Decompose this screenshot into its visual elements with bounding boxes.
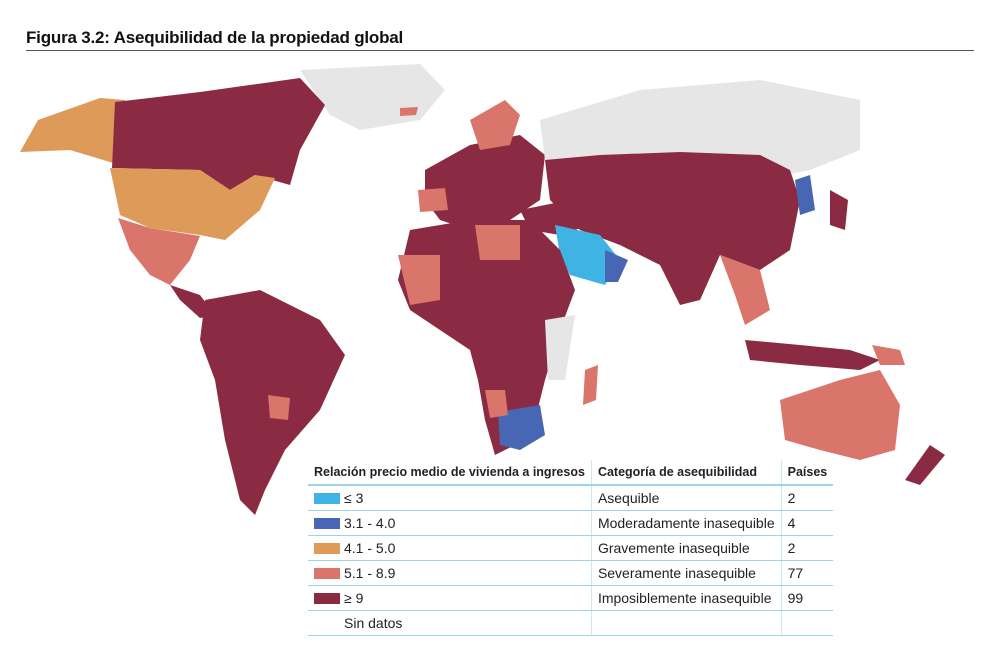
legend-row: 3.1 - 4.0 Moderadamente inasequible 4: [308, 510, 834, 536]
legend-row: ≥ 9 Imposiblemente inasequible 99: [308, 585, 834, 611]
legend-range-cell: 3.1 - 4.0: [308, 510, 592, 536]
legend-range: 4.1 - 5.0: [344, 540, 396, 556]
legend-category: Imposiblemente inasequible: [590, 585, 782, 611]
region-iceland: [400, 107, 418, 116]
region-alaska: [20, 98, 125, 165]
legend-range-cell: ≤ 3: [308, 485, 592, 511]
legend-range-cell: 4.1 - 5.0: [308, 535, 592, 561]
region-south-africa: [498, 405, 545, 450]
legend-range-cell: ≥ 9: [308, 585, 592, 611]
region-paraguay: [268, 395, 290, 420]
region-indonesia: [745, 340, 880, 370]
region-japan: [830, 190, 848, 230]
legend-range-cell: 5.1 - 8.9: [308, 560, 592, 586]
region-usa: [110, 168, 275, 240]
legend-category: Moderadamente inasequible: [590, 510, 782, 536]
legend-header-category: Categoría de asequibilidad: [590, 460, 782, 486]
region-australia: [780, 370, 900, 460]
legend-range: ≥ 9: [344, 590, 364, 606]
region-oman: [605, 250, 628, 282]
legend-category: Severamente inasequible: [590, 560, 782, 586]
legend-row: 5.1 - 8.9 Severamente inasequible 77: [308, 560, 834, 586]
region-east-africa: [545, 315, 575, 380]
region-central-america: [170, 285, 215, 318]
region-europe: [425, 135, 545, 230]
region-southeast-asia: [720, 255, 770, 325]
region-north-africa: [475, 225, 520, 260]
region-mexico: [118, 218, 200, 285]
legend-range-cell: Sin datos: [308, 610, 592, 636]
region-madagascar: [583, 365, 598, 405]
region-iberia: [418, 188, 448, 212]
legend-count: 2: [780, 535, 834, 561]
region-png: [872, 345, 905, 365]
region-asia: [545, 152, 800, 305]
legend-count: [780, 610, 834, 636]
legend-row: Sin datos: [308, 610, 834, 636]
legend-range: Sin datos: [344, 615, 403, 631]
legend-range: 5.1 - 8.9: [344, 565, 396, 581]
region-arabia: [555, 225, 620, 285]
legend-swatch-severo: [314, 568, 340, 579]
region-new-zealand: [905, 445, 945, 485]
legend-row: 4.1 - 5.0 Gravemente inasequible 2: [308, 535, 834, 561]
region-africa: [398, 220, 575, 455]
legend-count: 99: [780, 585, 834, 611]
region-korea-japan: [795, 175, 815, 215]
region-canada: [112, 78, 325, 190]
region-west-africa: [398, 255, 440, 305]
legend-count: 4: [780, 510, 834, 536]
legend-range: 3.1 - 4.0: [344, 515, 396, 531]
legend-category: Asequible: [590, 485, 782, 511]
world-map: [20, 64, 945, 515]
legend-count: 77: [780, 560, 834, 586]
legend-header-row: Relación precio medio de vivienda a ingr…: [308, 460, 834, 486]
legend-table: Relación precio medio de vivienda a ingr…: [308, 460, 834, 636]
legend-swatch-grave: [314, 543, 340, 554]
region-namibia: [485, 390, 508, 418]
legend-swatch-asequible: [314, 493, 340, 504]
legend-swatch-moderado: [314, 518, 340, 529]
legend-count: 2: [780, 485, 834, 511]
legend-swatch-imposible: [314, 593, 340, 604]
region-middle-east: [520, 200, 590, 235]
region-greenland: [300, 64, 445, 130]
figure-title: Figura 3.2: Asequibilidad de la propieda…: [26, 28, 404, 47]
legend-range: ≤ 3: [344, 490, 364, 506]
legend-category: Gravemente inasequible: [590, 535, 782, 561]
legend-category: [590, 610, 782, 636]
legend-header-ratio: Relación precio medio de vivienda a ingr…: [308, 460, 592, 486]
legend-row: ≤ 3 Asequible 2: [308, 485, 834, 511]
legend-header-countries: Países: [780, 460, 834, 486]
title-rule: [26, 50, 974, 51]
region-scandinavia: [470, 100, 520, 150]
